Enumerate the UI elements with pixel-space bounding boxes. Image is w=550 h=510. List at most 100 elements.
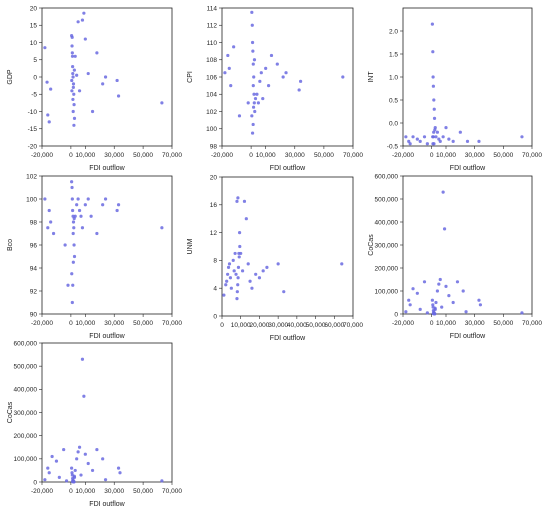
data-point bbox=[239, 251, 243, 256]
data-point bbox=[431, 50, 435, 54]
data-point bbox=[62, 447, 66, 452]
x-axis-title: FDI outflow bbox=[89, 165, 125, 172]
data-point bbox=[477, 298, 481, 302]
data-point bbox=[86, 461, 90, 466]
y-axis-title: UNM bbox=[187, 238, 194, 254]
data-point bbox=[250, 131, 255, 135]
data-point bbox=[433, 128, 437, 132]
data-point bbox=[256, 101, 260, 105]
y-tick-label: 5 bbox=[33, 57, 37, 64]
data-point bbox=[415, 137, 419, 141]
data-point bbox=[411, 135, 415, 139]
x-tick-label: 50,000 bbox=[133, 320, 153, 327]
data-point bbox=[264, 66, 268, 70]
data-point bbox=[70, 35, 74, 39]
data-point bbox=[71, 71, 75, 76]
data-point bbox=[76, 450, 80, 454]
data-point bbox=[49, 220, 53, 224]
x-tick-label: 70,000 bbox=[522, 320, 542, 327]
data-point bbox=[71, 480, 75, 484]
data-point bbox=[255, 92, 259, 96]
data-point bbox=[455, 280, 460, 284]
data-point bbox=[431, 84, 435, 88]
x-tick-label: 30,000 bbox=[104, 488, 124, 495]
y-tick-label: 114 bbox=[207, 5, 218, 12]
data-point bbox=[47, 471, 51, 475]
data-point bbox=[70, 300, 74, 305]
data-point bbox=[432, 312, 436, 316]
x-tick-label: 60,000 bbox=[324, 322, 344, 329]
data-point bbox=[297, 88, 301, 92]
data-point bbox=[70, 89, 74, 93]
data-point bbox=[46, 466, 50, 470]
data-point bbox=[57, 475, 61, 479]
data-point bbox=[431, 75, 435, 79]
data-point bbox=[101, 203, 105, 207]
data-point bbox=[95, 231, 99, 236]
data-point bbox=[438, 139, 442, 143]
data-point bbox=[422, 135, 427, 139]
data-point bbox=[464, 310, 468, 314]
data-point bbox=[237, 114, 242, 118]
x-tick-label: 50,000 bbox=[314, 152, 334, 159]
data-point bbox=[83, 37, 87, 41]
y-tick-label: -5 bbox=[31, 92, 37, 99]
data-point bbox=[43, 46, 47, 50]
y-tick-label: 108 bbox=[206, 57, 217, 64]
data-point bbox=[275, 62, 279, 66]
x-tick-label: 10,000 bbox=[256, 152, 276, 159]
y-axis-title: CoCas bbox=[7, 401, 14, 423]
x-tick-label: 70,000 bbox=[162, 152, 182, 159]
x-axis-title: FDI outflow bbox=[450, 333, 486, 340]
x-tick-label: 10,000 bbox=[436, 320, 456, 327]
data-point bbox=[261, 96, 265, 101]
data-point bbox=[246, 262, 250, 266]
y-tick-label: 400,000 bbox=[375, 219, 399, 226]
y-tick-label: 104 bbox=[206, 92, 217, 99]
y-tick-label: 500,000 bbox=[375, 196, 399, 203]
x-tick-label: 10,000 bbox=[75, 152, 95, 159]
data-point bbox=[222, 293, 226, 297]
x-tick-label: -20,000 bbox=[211, 152, 233, 159]
y-tick-label: -15 bbox=[28, 126, 38, 133]
data-point bbox=[95, 51, 99, 55]
data-point bbox=[440, 305, 444, 309]
data-point bbox=[54, 459, 59, 463]
data-point bbox=[261, 269, 265, 273]
data-point bbox=[72, 226, 76, 230]
x-tick-label: 0 bbox=[430, 152, 434, 159]
data-point bbox=[70, 180, 74, 184]
x-tick-label: 30,000 bbox=[268, 322, 288, 329]
y-tick-label: 94 bbox=[30, 265, 38, 272]
data-point bbox=[72, 243, 76, 247]
data-point bbox=[251, 122, 255, 127]
x-tick-label: 0 bbox=[430, 320, 434, 327]
data-point bbox=[72, 116, 77, 120]
data-point bbox=[340, 262, 344, 266]
data-point bbox=[251, 62, 255, 66]
data-point bbox=[80, 357, 85, 361]
y-tick-label: -10 bbox=[28, 109, 38, 116]
data-point bbox=[236, 265, 241, 269]
data-point bbox=[70, 54, 75, 58]
data-point bbox=[226, 265, 231, 269]
data-point bbox=[71, 231, 75, 236]
x-tick-label: 30,000 bbox=[104, 152, 124, 159]
data-point bbox=[276, 262, 280, 266]
data-point bbox=[444, 284, 448, 288]
data-point bbox=[47, 208, 51, 213]
data-point bbox=[80, 18, 85, 22]
x-tick-label: 50,000 bbox=[133, 152, 153, 159]
y-tick-label: 102 bbox=[206, 109, 217, 116]
x-tick-label: 10,000 bbox=[436, 152, 456, 159]
data-point bbox=[520, 311, 524, 315]
data-point bbox=[71, 220, 76, 224]
data-point bbox=[63, 243, 67, 247]
plot-frame bbox=[41, 175, 173, 315]
data-point bbox=[408, 303, 412, 307]
data-point bbox=[257, 276, 262, 280]
data-point bbox=[235, 199, 239, 203]
y-tick-label: -0.5 bbox=[387, 143, 399, 150]
scatter-panel-7: -20,000 0 10,000 30,000 50,000 70,0000100,000… bbox=[7, 340, 182, 508]
x-tick-label: 0 bbox=[249, 152, 253, 159]
